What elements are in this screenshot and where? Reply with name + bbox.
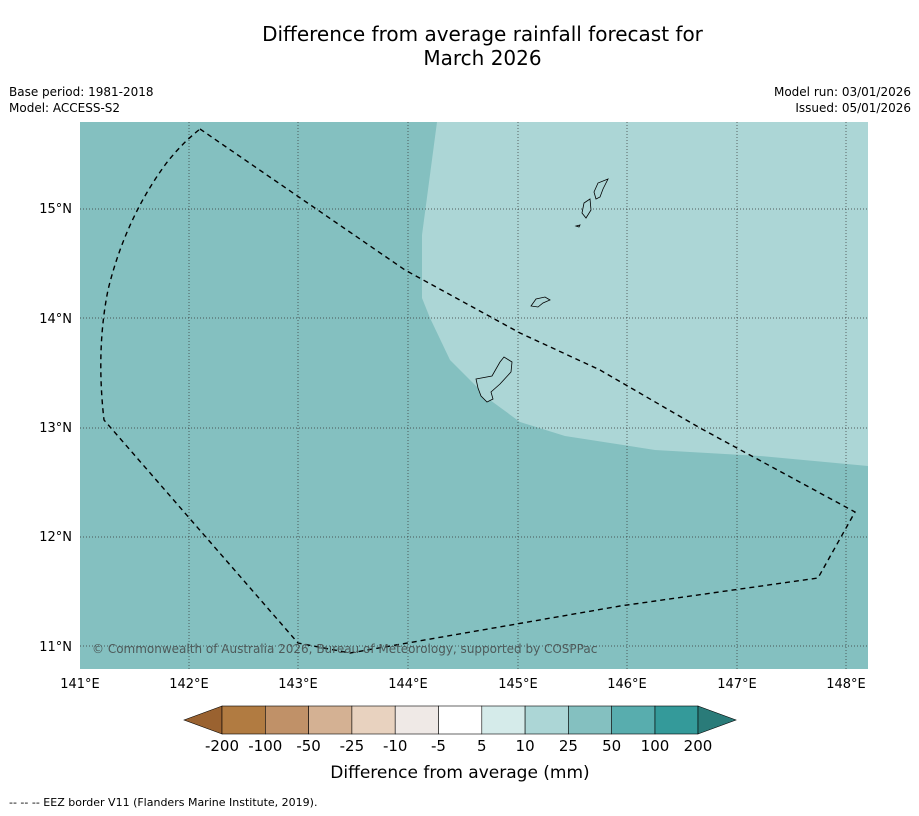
colorbar-tick: 50 <box>602 737 621 755</box>
footnote: -- -- -- EEZ border V11 (Flanders Marine… <box>9 796 318 809</box>
lon-label-143e: 143°E <box>278 677 318 692</box>
aguijan-island <box>574 224 581 228</box>
chart-title: Difference from average rainfall forecas… <box>0 22 919 70</box>
colorbar-tick: 5 <box>477 737 487 755</box>
lon-label-142e: 142°E <box>169 677 209 692</box>
saipan-island <box>593 178 609 200</box>
colorbar-bin-8 <box>524 705 569 735</box>
colorbar-bin-11 <box>654 705 699 735</box>
lat-labels: 15°N 14°N 13°N 12°N 11°N <box>39 202 72 655</box>
guam-island <box>475 356 513 403</box>
meta-left: Base period: 1981-2018 Model: ACCESS-S2 <box>9 84 154 116</box>
colorbar-bin-4 <box>351 705 396 735</box>
map-region-10-25 <box>422 122 868 466</box>
title-line-1: Difference from average rainfall forecas… <box>262 22 703 46</box>
meta-right: Model run: 03/01/2026 Issued: 05/01/2026 <box>774 84 911 116</box>
colorbar-tick: 10 <box>516 737 535 755</box>
colorbar-bin-6 <box>438 705 483 735</box>
colorbar-bin-2 <box>264 705 309 735</box>
lon-labels: 141°E 142°E 143°E 144°E 145°E 146°E 147°… <box>60 677 866 692</box>
colorbar-bin-9 <box>568 705 613 735</box>
colorbar-tick: -200 <box>205 737 239 755</box>
model-run: Model run: 03/01/2026 <box>773 85 911 99</box>
lat-label-13n: 13°N <box>39 421 72 436</box>
lon-label-144e: 144°E <box>388 677 428 692</box>
colorbar-label: Difference from average (mm) <box>330 763 589 783</box>
colorbar-high-extend <box>697 705 737 735</box>
gridlines <box>80 122 868 669</box>
lon-label-148e: 148°E <box>826 677 866 692</box>
colorbar-bin-10 <box>611 705 656 735</box>
colorbar-bin-3 <box>308 705 353 735</box>
eez-border <box>100 128 856 654</box>
issued-date: Issued: 05/01/2026 <box>795 101 911 115</box>
colorbar-tick: -10 <box>383 737 408 755</box>
colorbar-tick: -25 <box>340 737 365 755</box>
lon-label-146e: 146°E <box>607 677 647 692</box>
lat-label-15n: 15°N <box>39 202 72 217</box>
rota-island <box>530 296 551 308</box>
colorbar-tick: 25 <box>559 737 578 755</box>
tinian-island <box>581 198 592 219</box>
colorbar-tick: -50 <box>296 737 321 755</box>
lat-label-11n: 11°N <box>39 640 72 655</box>
colorbar-tick: -100 <box>248 737 282 755</box>
lon-label-141e: 141°E <box>60 677 100 692</box>
colorbar-tick: -5 <box>431 737 446 755</box>
colorbar-ticks: -200 -100 -50 -25 -10 -5 5 10 25 50 100 … <box>205 737 712 755</box>
lon-label-145e: 145°E <box>498 677 538 692</box>
colorbar-bin-7 <box>481 705 526 735</box>
colorbar-bin-1 <box>221 705 266 735</box>
colorbar-tick: 100 <box>641 737 670 755</box>
base-period: Base period: 1981-2018 <box>9 85 154 99</box>
lat-label-12n: 12°N <box>39 530 72 545</box>
lon-label-147e: 147°E <box>717 677 757 692</box>
copyright-text: © Commonwealth of Australia 2026, Bureau… <box>92 642 597 656</box>
colorbar <box>183 705 737 735</box>
model-name: Model: ACCESS-S2 <box>9 101 121 115</box>
colorbar-low-extend <box>183 705 223 735</box>
colorbar-tick: 200 <box>684 737 713 755</box>
lat-label-14n: 14°N <box>39 312 72 327</box>
colorbar-bin-5 <box>394 705 439 735</box>
islands <box>475 178 609 403</box>
title-line-2: March 2026 <box>423 46 542 70</box>
